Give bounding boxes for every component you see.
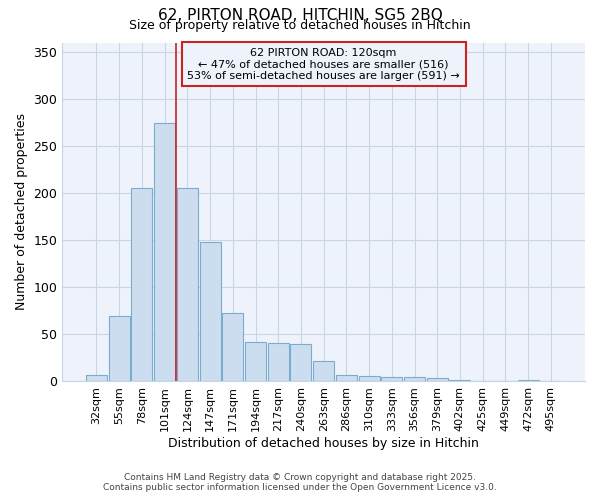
Bar bbox=[177, 188, 198, 382]
Text: 62 PIRTON ROAD: 120sqm
← 47% of detached houses are smaller (516)
53% of semi-de: 62 PIRTON ROAD: 120sqm ← 47% of detached… bbox=[187, 48, 460, 81]
Bar bbox=[245, 342, 266, 382]
Text: Size of property relative to detached houses in Hitchin: Size of property relative to detached ho… bbox=[129, 18, 471, 32]
Bar bbox=[154, 122, 175, 382]
Text: Contains HM Land Registry data © Crown copyright and database right 2025.
Contai: Contains HM Land Registry data © Crown c… bbox=[103, 473, 497, 492]
Text: 62, PIRTON ROAD, HITCHIN, SG5 2BQ: 62, PIRTON ROAD, HITCHIN, SG5 2BQ bbox=[158, 8, 442, 22]
Bar bbox=[313, 360, 334, 382]
Bar bbox=[382, 377, 402, 382]
Bar bbox=[472, 380, 493, 382]
Bar bbox=[131, 188, 152, 382]
Bar bbox=[86, 375, 107, 382]
Bar bbox=[200, 242, 221, 382]
X-axis label: Distribution of detached houses by size in Hitchin: Distribution of detached houses by size … bbox=[168, 437, 479, 450]
Bar bbox=[359, 376, 380, 382]
Bar bbox=[427, 378, 448, 382]
Bar bbox=[268, 343, 289, 382]
Bar bbox=[336, 375, 357, 382]
Bar bbox=[290, 344, 311, 382]
Bar bbox=[223, 312, 243, 382]
Bar bbox=[518, 380, 539, 382]
Y-axis label: Number of detached properties: Number of detached properties bbox=[15, 114, 28, 310]
Bar bbox=[109, 316, 130, 382]
Bar bbox=[404, 377, 425, 382]
Bar bbox=[449, 380, 470, 382]
